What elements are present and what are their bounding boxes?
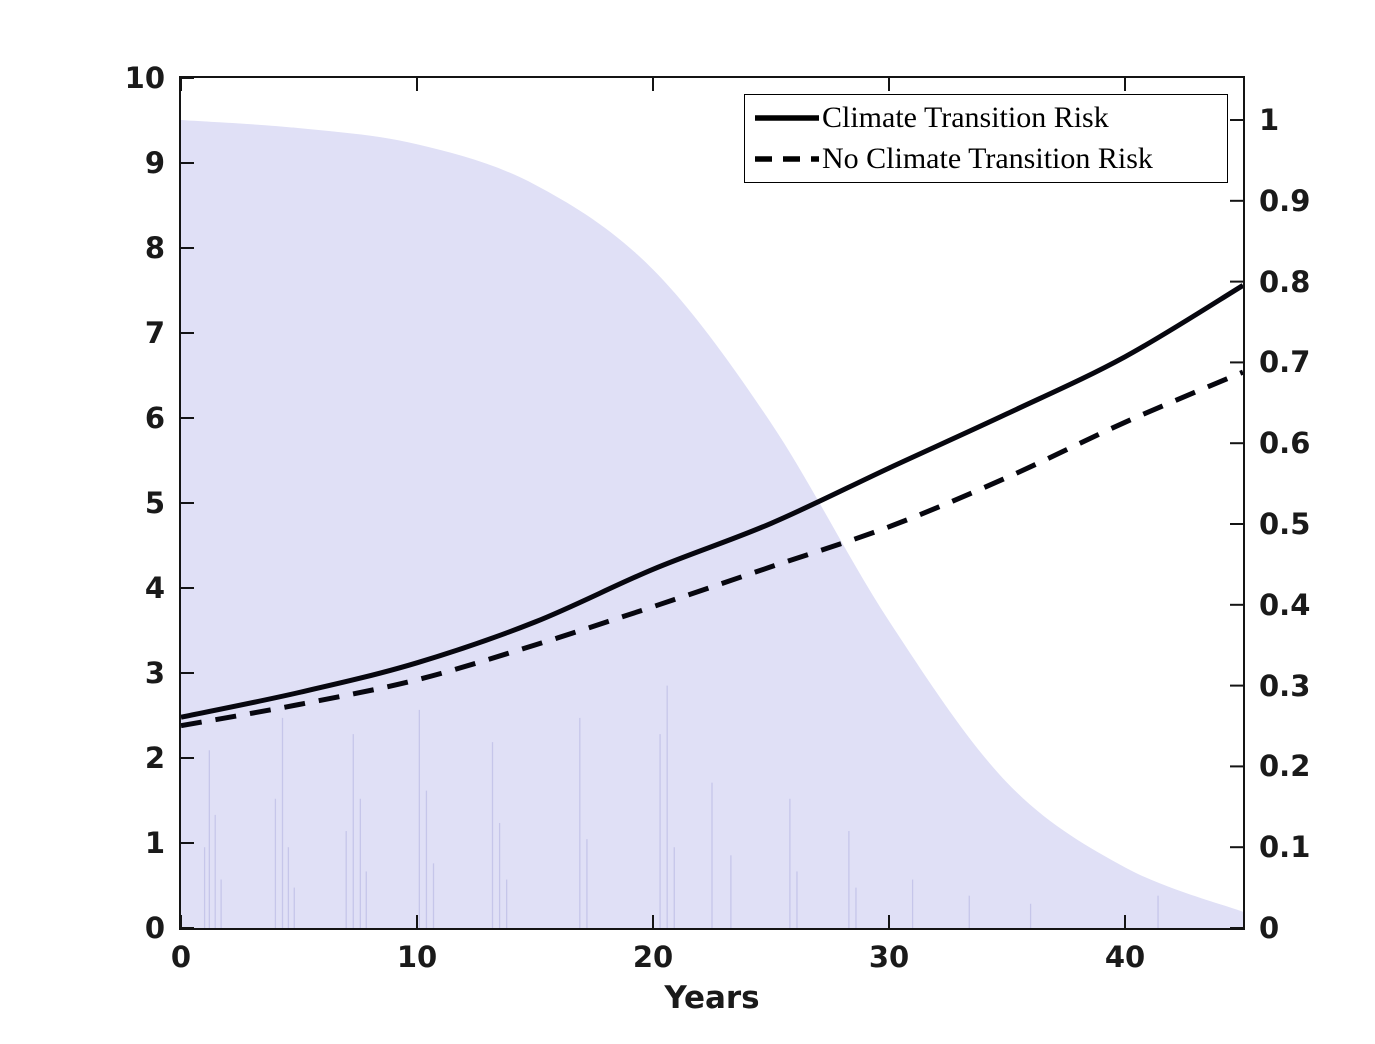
x-axis-label: Years bbox=[664, 980, 760, 1016]
tick-label: 40 bbox=[1104, 940, 1146, 974]
tick-label: 0.1 bbox=[1259, 830, 1311, 865]
series-line-solid bbox=[181, 283, 1243, 720]
tick-label: 9 bbox=[144, 146, 165, 180]
tick-label: 0.6 bbox=[1259, 426, 1311, 461]
tick-label: 1 bbox=[1259, 103, 1280, 137]
solid-line-swatch bbox=[755, 114, 819, 121]
tick-label: 0.8 bbox=[1259, 264, 1311, 299]
shaded-area bbox=[181, 120, 1243, 928]
tick-label: 0.9 bbox=[1259, 183, 1311, 218]
tick-label: 4 bbox=[144, 571, 165, 605]
tick-label: 7 bbox=[144, 316, 165, 350]
tick-label: 3 bbox=[144, 656, 165, 690]
legend-item-no-climate-transition-risk: No Climate Transition Risk bbox=[754, 140, 1227, 178]
tick-label: 0.4 bbox=[1259, 587, 1311, 622]
legend-label-climate-transition-risk: Climate Transition Risk bbox=[822, 100, 1109, 134]
tick-label: 6 bbox=[144, 401, 165, 435]
legend: Climate Transition Risk No Climate Trans… bbox=[744, 94, 1228, 183]
tick-label: 30 bbox=[868, 940, 910, 974]
tick-label: 0.7 bbox=[1259, 345, 1311, 380]
series-line-dashed bbox=[181, 369, 1243, 729]
plot-area: Climate Transition Risk No Climate Trans… bbox=[179, 76, 1245, 930]
tick-label: 10 bbox=[396, 940, 438, 974]
tick-label: 5 bbox=[144, 486, 165, 520]
legend-item-climate-transition-risk: Climate Transition Risk bbox=[754, 99, 1227, 137]
tick-label: 0.3 bbox=[1259, 668, 1311, 703]
tick-label: 2 bbox=[144, 741, 165, 775]
tick-label: 8 bbox=[144, 231, 165, 265]
tick-label: 0.2 bbox=[1259, 749, 1311, 784]
dashed-line-swatch bbox=[755, 156, 819, 163]
tick-label: 0 bbox=[1259, 911, 1280, 945]
tick-label: 0.5 bbox=[1259, 507, 1311, 541]
tick-label: 10 bbox=[124, 61, 165, 95]
tick-label: 0 bbox=[170, 940, 192, 974]
tick-label: 20 bbox=[632, 940, 674, 974]
chart-canvas bbox=[181, 78, 1243, 928]
tick-label: 0 bbox=[144, 911, 165, 945]
tick-label: 1 bbox=[144, 826, 165, 860]
legend-label-no-climate-transition-risk: No Climate Transition Risk bbox=[822, 142, 1153, 176]
